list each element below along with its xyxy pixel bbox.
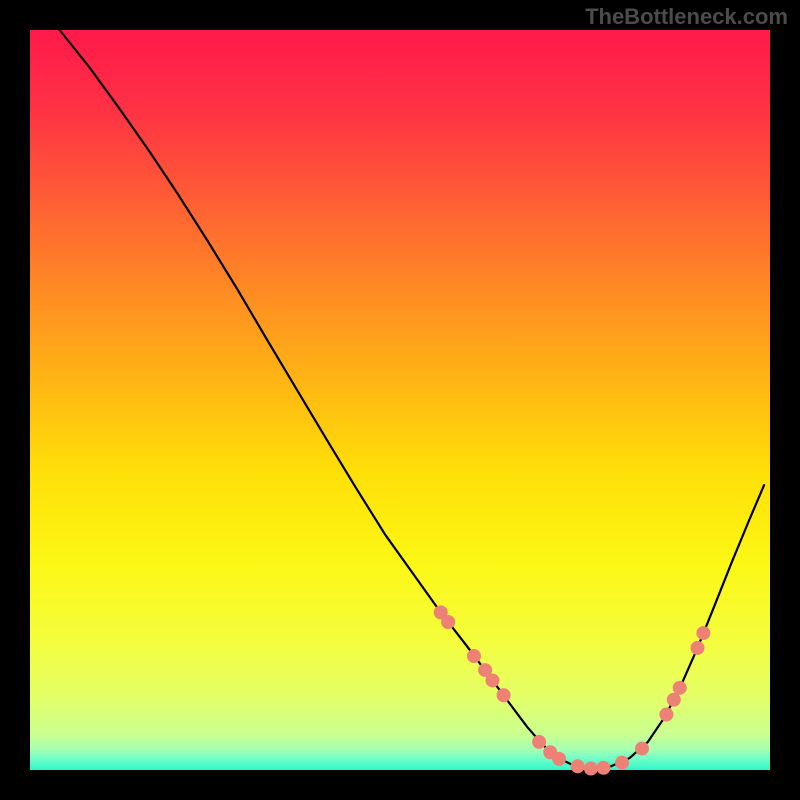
- chart-stage: TheBottleneck.com: [0, 0, 800, 800]
- curve-marker: [571, 759, 585, 773]
- curve-marker: [690, 641, 704, 655]
- curve-marker: [486, 673, 500, 687]
- curve-marker: [467, 649, 481, 663]
- chart-svg: [0, 0, 800, 800]
- curve-marker: [696, 626, 710, 640]
- curve-marker: [441, 615, 455, 629]
- curve-marker: [635, 742, 649, 756]
- curve-marker: [615, 756, 629, 770]
- curve-marker: [532, 735, 546, 749]
- curve-marker: [597, 761, 611, 775]
- curve-marker: [667, 693, 681, 707]
- curve-marker: [552, 752, 566, 766]
- curve-marker: [497, 688, 511, 702]
- curve-marker: [673, 681, 687, 695]
- curve-marker: [584, 762, 598, 776]
- watermark-text: TheBottleneck.com: [585, 4, 788, 30]
- curve-marker: [659, 708, 673, 722]
